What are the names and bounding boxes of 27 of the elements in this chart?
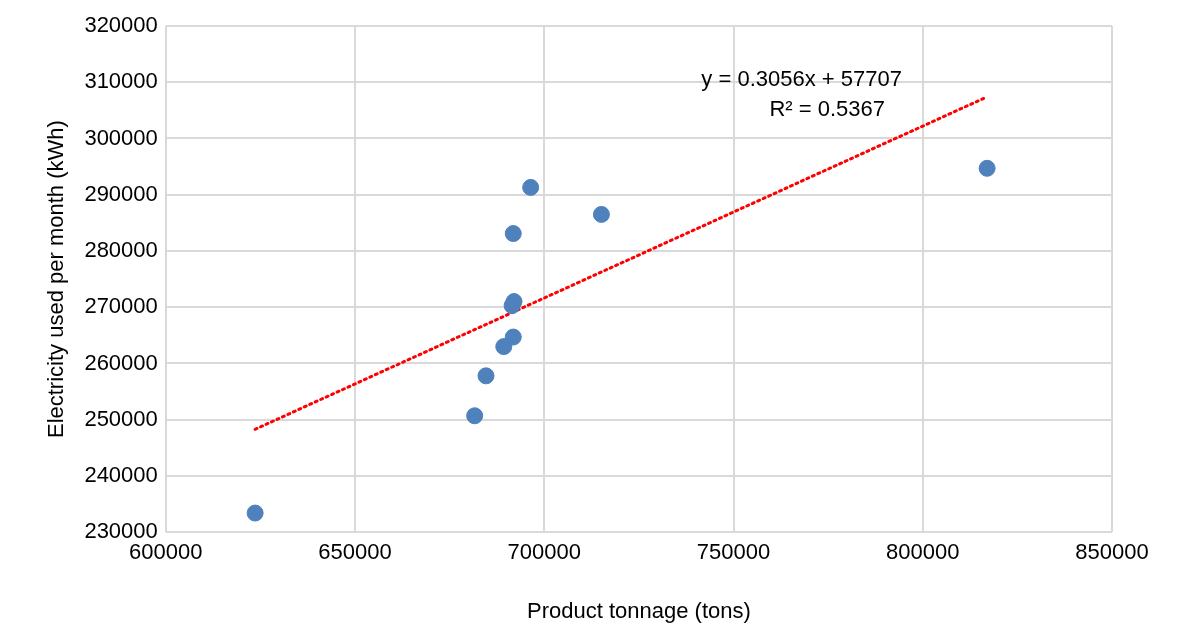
y-tick-label: 280000 [84, 237, 158, 263]
point [466, 407, 484, 425]
point [504, 328, 522, 346]
y-tick-label: 240000 [84, 462, 158, 488]
y-tick-label: 270000 [84, 293, 158, 319]
x-axis-title: Product tonnage (tons) [527, 597, 751, 623]
x-tick-label: 800000 [886, 539, 960, 565]
y-tick-label: 250000 [84, 405, 158, 431]
y-tick-label: 300000 [84, 124, 158, 150]
x-tick-label: 850000 [1075, 539, 1149, 565]
y-tick-label: 260000 [84, 349, 158, 375]
annotation: y = 0.3056x + 57707 [701, 66, 902, 92]
point [522, 178, 540, 196]
x-tick-label: 750000 [696, 539, 771, 565]
y-tick-label: 310000 [84, 68, 158, 94]
annotation: R² = 0.5367 [769, 96, 885, 122]
point [477, 367, 495, 385]
point [978, 159, 996, 177]
y-tick-label: 320000 [84, 12, 158, 38]
x-tick-label: 700000 [507, 539, 581, 565]
y-tick-label: 290000 [84, 180, 158, 206]
y-axis-title: Electricity used per month (kWh) [43, 120, 69, 439]
point [495, 338, 513, 356]
point [592, 205, 610, 223]
point [504, 225, 522, 243]
x-tick-label: 650000 [318, 539, 392, 565]
point [246, 504, 264, 522]
